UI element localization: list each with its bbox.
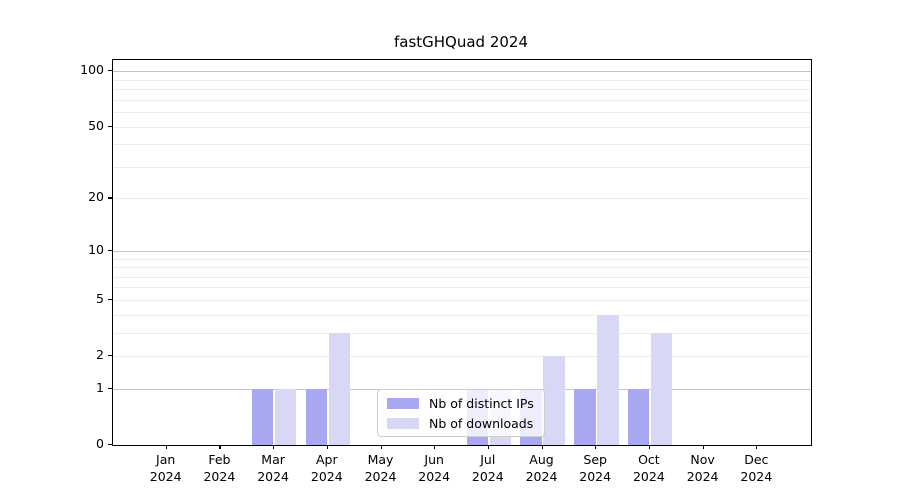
x-tick-mark (595, 445, 597, 450)
bar-downloads (543, 356, 565, 445)
y-gridline-minor (113, 356, 811, 357)
y-tick-mark (108, 444, 112, 446)
x-tick-label: Mar 2024 (257, 452, 289, 484)
x-tick-label: Aug 2024 (525, 452, 558, 484)
y-gridline-minor (113, 126, 811, 128)
legend-swatch-downloads (387, 418, 419, 429)
y-gridline-minor (113, 166, 811, 168)
x-tick-label: Apr 2024 (310, 452, 343, 484)
y-tick-label: 2 (96, 347, 104, 362)
y-gridline-minor (113, 99, 811, 101)
y-gridline-minor (113, 258, 811, 260)
plot-area (112, 59, 812, 446)
x-tick-mark (326, 445, 328, 450)
bar-distinct-ips (305, 388, 327, 445)
y-gridline-minor (113, 267, 811, 268)
y-gridline-major (113, 71, 811, 73)
x-tick-mark (541, 445, 543, 450)
y-tick-label: 100 (80, 62, 104, 78)
x-tick-label: Oct 2024 (632, 452, 665, 484)
legend-row-downloads: Nb of downloads (387, 416, 535, 431)
x-tick-label: Jul 2024 (471, 452, 504, 484)
x-tick-mark (648, 445, 651, 450)
y-tick-mark (108, 70, 112, 72)
x-tick-label: Jun 2024 (418, 452, 451, 484)
y-gridline-minor (113, 332, 811, 334)
bar-downloads (597, 314, 619, 445)
y-gridline-minor (113, 276, 811, 278)
x-tick-mark (434, 445, 436, 450)
x-tick-mark (487, 445, 489, 450)
y-tick-label: 10 (88, 241, 104, 257)
x-tick-label: Dec 2024 (740, 452, 773, 484)
y-tick-mark (108, 197, 112, 199)
legend-label-distinct-ips: Nb of distinct IPs (429, 396, 534, 411)
y-tick-label: 20 (88, 189, 104, 205)
legend-label-downloads: Nb of downloads (429, 416, 534, 431)
y-tick-label: 0 (96, 436, 104, 451)
y-tick-label: 50 (88, 117, 104, 133)
x-tick-mark (219, 445, 221, 450)
y-tick-mark (108, 125, 112, 127)
y-tick-mark (108, 355, 112, 357)
bar-distinct-ips (251, 388, 274, 445)
legend-row-distinct-ips: Nb of distinct IPs (387, 396, 535, 411)
bar-downloads (328, 332, 350, 445)
x-tick-mark (756, 445, 758, 450)
y-gridline-minor (113, 112, 811, 114)
bar-distinct-ips (627, 388, 650, 445)
y-gridline-major (113, 250, 811, 252)
x-tick-label: Sep 2024 (579, 452, 612, 484)
x-tick-mark (702, 445, 704, 450)
x-tick-mark (165, 445, 167, 450)
bar-downloads (650, 332, 673, 445)
x-tick-label: May 2024 (364, 452, 397, 484)
y-gridline-minor (113, 198, 811, 200)
x-tick-mark (273, 445, 275, 450)
x-tick-label: Jan 2024 (149, 452, 182, 484)
y-tick-mark (108, 249, 112, 251)
y-tick-mark (108, 298, 112, 301)
y-gridline-minor (113, 314, 811, 316)
y-gridline-minor (113, 287, 811, 289)
bar-distinct-ips (574, 388, 596, 445)
x-tick-label: Nov 2024 (686, 452, 719, 484)
y-gridline-minor (113, 299, 811, 301)
legend-swatch-distinct-ips (387, 398, 419, 409)
legend: Nb of distinct IPs Nb of downloads (377, 389, 545, 437)
y-gridline-minor (113, 89, 811, 91)
y-tick-mark (108, 387, 112, 390)
x-tick-label: Feb 2024 (203, 452, 236, 484)
x-tick-mark (380, 445, 382, 450)
y-tick-label: 5 (96, 290, 104, 306)
y-gridline-minor (113, 79, 811, 81)
chart-title: fastGHQuad 2024 (393, 33, 529, 51)
y-tick-label: 1 (96, 379, 104, 395)
bar-downloads (274, 388, 297, 445)
y-gridline-minor (113, 144, 811, 146)
